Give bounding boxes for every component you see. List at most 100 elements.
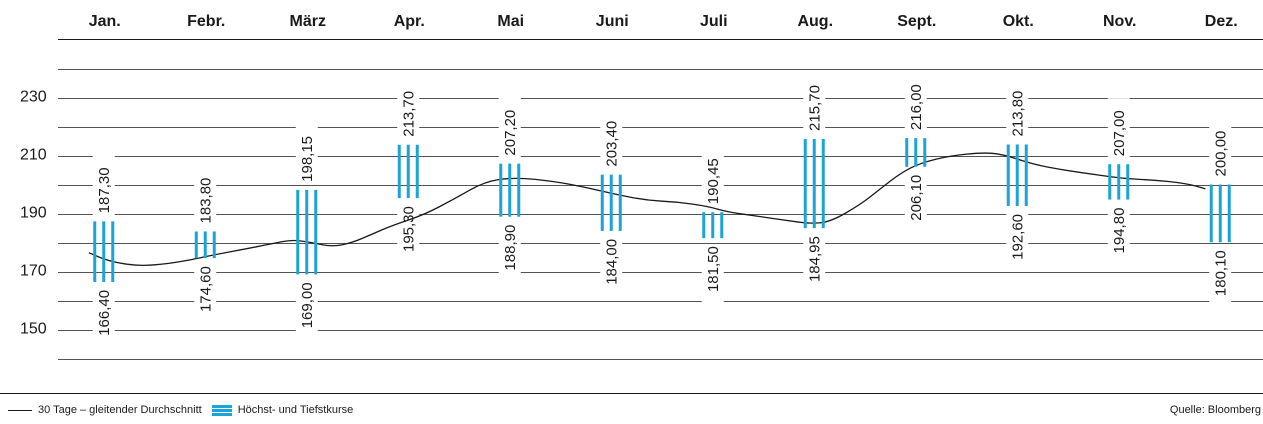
high-value-label: 183,80 xyxy=(197,178,214,224)
range-bar-stripe xyxy=(618,174,622,231)
range-bar-stripe xyxy=(821,138,825,229)
high-value-label: 190,45 xyxy=(705,158,722,204)
low-value-label: 166,40 xyxy=(96,290,113,336)
range-bar xyxy=(1108,164,1130,200)
month-label: Dez. xyxy=(1205,13,1238,30)
high-value-label: 187,30 xyxy=(96,167,113,213)
high-value-label: 198,15 xyxy=(299,136,316,182)
range-bar-stripe xyxy=(1015,144,1019,206)
range-bar-stripe xyxy=(1006,144,1010,206)
price-chart: Jan. Febr. März Apr. Mai Juni Juli Aug. Sept. Okt… xyxy=(0,13,1263,394)
range-bar-stripe xyxy=(711,212,715,239)
high-value-label: 200,00 xyxy=(1212,131,1229,177)
label-gap xyxy=(1209,118,1232,179)
month-label: Juni xyxy=(596,13,629,30)
label-gap xyxy=(1107,205,1130,266)
range-bar xyxy=(803,138,825,229)
value-labels: 187,30 166,40 183,80 174,60 198,15 169,00 213,… xyxy=(96,84,1230,336)
high-value-label: 215,70 xyxy=(806,85,823,131)
low-value-label: 192,60 xyxy=(1009,214,1026,260)
range-bar-stripe xyxy=(702,212,706,239)
label-gap xyxy=(92,287,115,348)
low-value-label: 181,50 xyxy=(705,246,722,292)
range-bar xyxy=(296,189,318,275)
range-bar-stripe xyxy=(600,174,604,231)
low-value-label: 174,60 xyxy=(197,266,214,312)
month-label: März xyxy=(290,13,326,30)
label-gap xyxy=(803,72,826,133)
range-bar-stripe xyxy=(508,163,512,217)
source-note: Quelle: Bloomberg xyxy=(1169,404,1261,416)
range-bar-stripe xyxy=(111,221,115,282)
y-tick-label: 190 xyxy=(20,205,47,222)
range-bar xyxy=(93,221,115,282)
range-bars xyxy=(93,138,1231,282)
month-label: Nov. xyxy=(1103,13,1136,30)
legend-bars-swatch xyxy=(211,404,232,416)
label-gap xyxy=(600,236,623,297)
y-tick-label: 170 xyxy=(20,263,47,280)
high-value-label: 216,00 xyxy=(908,84,925,130)
range-bar xyxy=(499,163,521,217)
high-value-label: 203,40 xyxy=(603,121,620,167)
month-label: Mai xyxy=(497,13,524,30)
range-bar-stripe xyxy=(1024,144,1028,206)
month-label: Apr. xyxy=(394,13,425,30)
range-bar-stripe xyxy=(609,174,613,231)
range-bar-stripe xyxy=(314,189,318,275)
label-gap xyxy=(904,72,927,133)
month-label: Sept. xyxy=(897,13,936,30)
range-bar-stripe xyxy=(1108,164,1112,200)
range-bar xyxy=(1006,144,1028,206)
range-bar-stripe xyxy=(1117,164,1121,200)
range-bar-stripe xyxy=(812,138,816,229)
label-gap xyxy=(194,264,217,325)
label-gap xyxy=(803,234,826,295)
range-bar xyxy=(1209,184,1231,243)
y-tick-label: 210 xyxy=(20,147,47,164)
label-gap xyxy=(1006,211,1029,272)
grid-lines xyxy=(0,39,1263,394)
range-bar-stripe xyxy=(305,189,309,275)
label-gap xyxy=(194,165,217,226)
range-bar-stripe xyxy=(517,163,521,217)
month-label: Aug. xyxy=(797,13,833,30)
label-gap xyxy=(397,78,420,139)
low-value-label: 180,10 xyxy=(1212,250,1229,296)
legend-line-swatch xyxy=(8,409,32,411)
label-gap xyxy=(600,108,623,169)
label-gap xyxy=(1107,98,1130,159)
range-bar xyxy=(600,174,622,231)
low-value-label: 195,30 xyxy=(400,206,417,252)
month-label: Juli xyxy=(700,13,728,30)
label-gap xyxy=(295,280,318,341)
label-gap xyxy=(701,146,724,207)
range-bar xyxy=(194,231,216,259)
moving-average-layer xyxy=(88,152,1206,267)
range-bar-stripe xyxy=(102,221,106,282)
legend-line-label: 30 Tage – gleitender Durchschnitt xyxy=(38,404,202,416)
y-tick-label: 230 xyxy=(20,89,47,106)
low-value-label: 188,90 xyxy=(502,225,519,271)
y-tick-label: 150 xyxy=(20,321,47,338)
month-labels: Jan. Febr. März Apr. Mai Juni Juli Aug. Sept. Okt… xyxy=(89,13,1238,30)
range-bar-stripe xyxy=(415,144,419,199)
low-value-label: 184,95 xyxy=(806,236,823,282)
range-bar xyxy=(702,212,724,239)
label-gap xyxy=(904,172,927,233)
range-bar-stripe xyxy=(803,138,807,229)
high-value-label: 213,80 xyxy=(1009,91,1026,137)
range-bar-stripe xyxy=(923,138,927,167)
range-bar-stripe xyxy=(905,138,909,167)
low-value-label: 184,00 xyxy=(603,239,620,285)
range-bar-stripe xyxy=(499,163,503,217)
label-gap xyxy=(498,97,521,158)
range-bar xyxy=(397,144,419,199)
high-value-label: 207,00 xyxy=(1111,110,1128,156)
range-bar-stripe xyxy=(194,231,198,259)
range-bar-stripe xyxy=(203,231,207,259)
range-bar-stripe xyxy=(1126,164,1130,200)
range-bar-stripe xyxy=(406,144,410,199)
label-gap xyxy=(701,244,724,305)
range-bar-stripe xyxy=(914,138,918,167)
